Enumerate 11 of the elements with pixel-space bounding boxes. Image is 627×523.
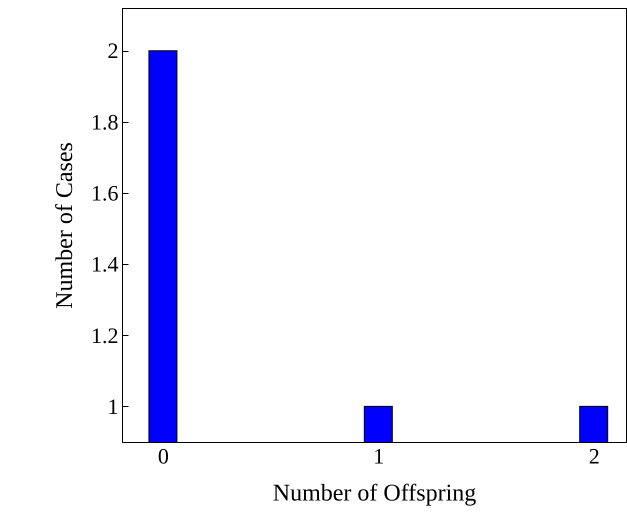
y-axis-title: Number of Cases (52, 142, 78, 309)
x-tick-label: 0 (158, 444, 169, 468)
y-tick-label: 1.8 (91, 109, 118, 134)
x-tick-label: 1 (373, 444, 384, 468)
y-tick-label: 1.6 (91, 180, 118, 206)
x-axis-title: Number of Offspring (272, 480, 476, 506)
y-tick-label: 1.4 (91, 252, 118, 277)
x-tick-label: 2 (588, 444, 600, 468)
y-tick-label: 1.2 (91, 322, 118, 348)
y-tick-label: 1 (108, 394, 118, 419)
y-tick-label: 2 (108, 38, 118, 64)
